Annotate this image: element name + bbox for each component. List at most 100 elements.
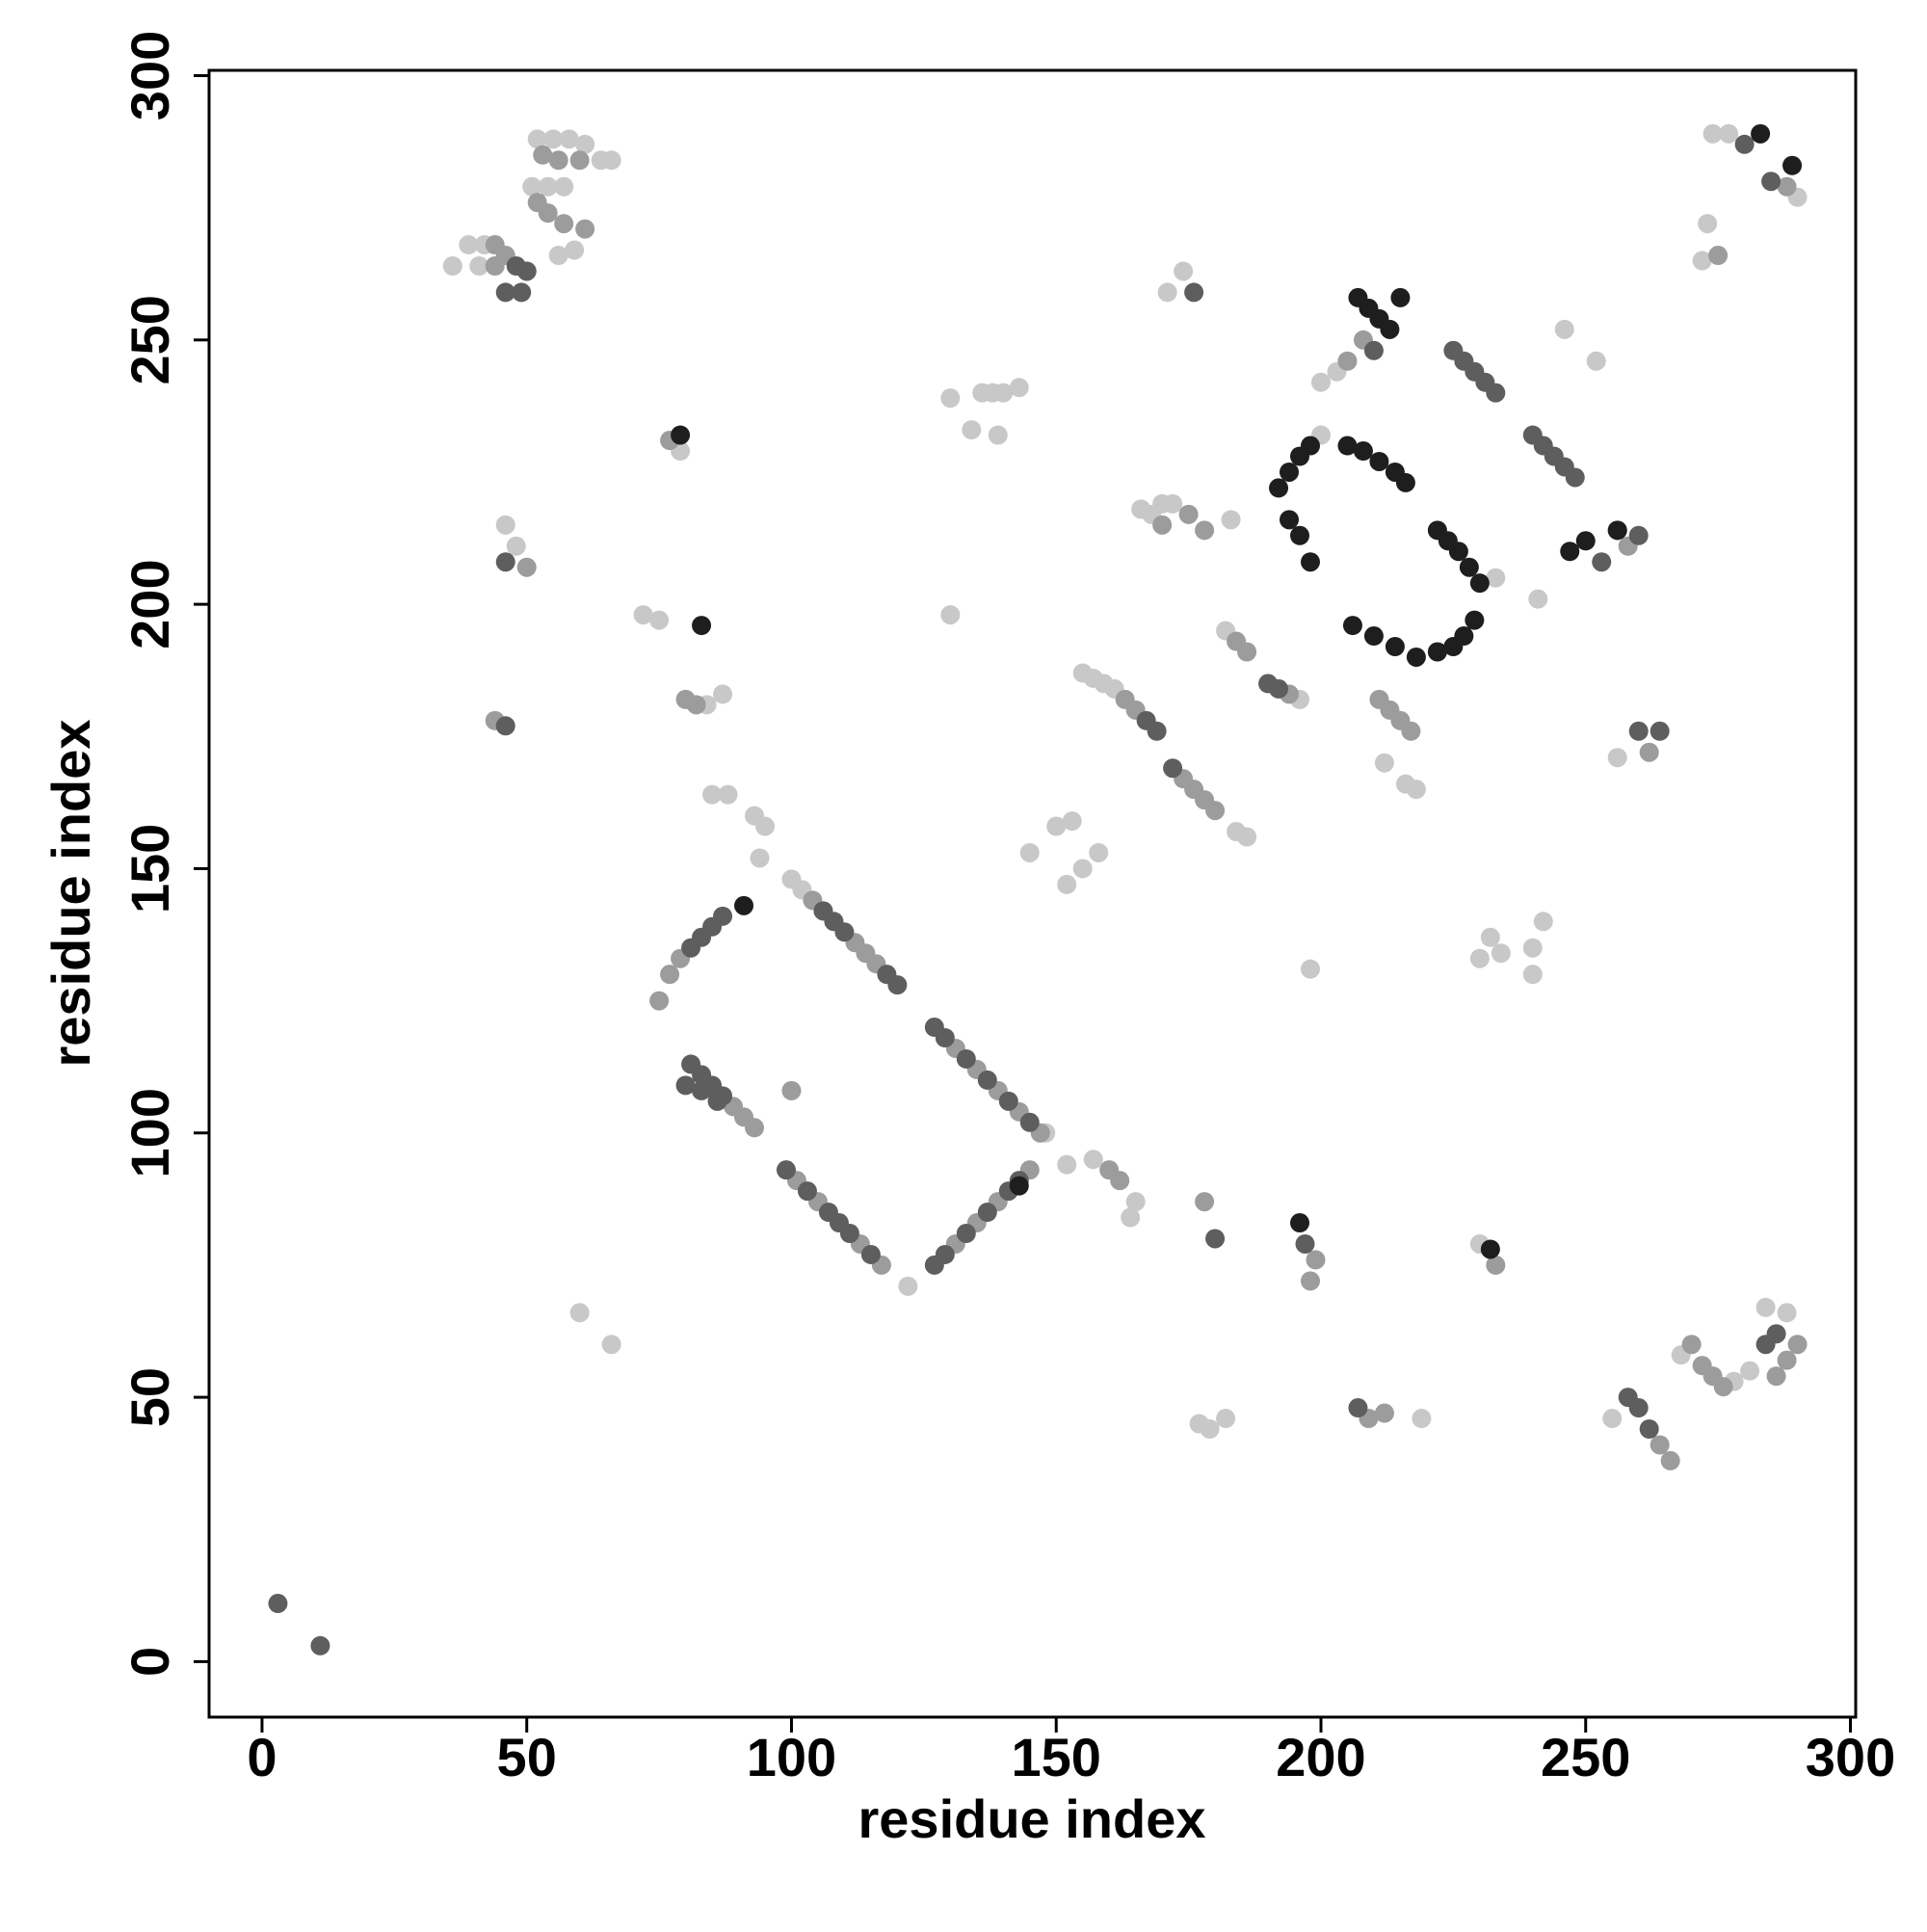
point [1448,542,1468,562]
point [1628,721,1649,741]
point [713,906,733,926]
y-tick-label: 300 [119,31,180,120]
y-tick-label: 250 [119,295,180,384]
point [1459,557,1479,577]
point [1628,525,1649,545]
point [1374,1403,1394,1423]
point [485,255,505,276]
point [1342,616,1362,636]
x-tick-label: 150 [1012,1727,1101,1787]
point [548,246,568,266]
point [797,1181,817,1202]
point [1660,1450,1680,1470]
point [575,219,595,239]
point [1174,261,1194,281]
x-tick-label: 0 [247,1727,277,1787]
point [1353,441,1373,462]
point [469,255,489,276]
point [1195,520,1215,541]
point [506,536,526,556]
point [1650,1435,1670,1455]
point [1782,155,1803,175]
point [1205,801,1226,821]
point [1734,134,1755,154]
point [569,150,590,171]
point [1406,647,1426,667]
point [310,1635,330,1655]
point [1269,478,1289,498]
point [750,848,770,868]
point [495,716,515,736]
point [702,784,723,805]
point [495,552,515,572]
point [1300,436,1320,456]
point [1554,319,1574,339]
point [506,255,526,276]
x-tick-label: 100 [747,1727,836,1787]
point [1406,780,1426,800]
point [1163,758,1183,779]
point [1152,515,1173,535]
point [745,1118,765,1138]
point [956,1048,976,1069]
point [988,425,1008,445]
point [575,134,595,154]
point [1491,943,1511,964]
point [1310,372,1331,392]
point [1560,542,1580,562]
point [1486,383,1506,403]
point [1607,748,1627,768]
point [1486,568,1506,588]
point [1692,251,1712,271]
point [660,965,680,985]
point [1300,552,1320,572]
point [935,1028,955,1048]
y-tick-label: 50 [119,1367,180,1427]
point [559,129,579,149]
point [940,388,961,409]
point [601,150,621,171]
point [671,425,691,445]
point [1147,721,1167,741]
point [776,1160,796,1180]
point [940,605,961,625]
point [860,1244,881,1264]
point [993,383,1014,403]
point [1057,1154,1077,1175]
point [1719,123,1739,144]
point [754,816,775,836]
point [1777,176,1797,197]
point [1486,1255,1506,1275]
point [692,616,712,636]
point [1290,525,1310,545]
y-tick-label: 0 [119,1647,180,1677]
y-tick-label: 100 [119,1088,180,1178]
point [1237,827,1257,847]
point [1755,1297,1776,1317]
x-tick-label: 50 [497,1727,557,1787]
point [1306,1250,1326,1270]
point [977,1203,997,1223]
point [1380,319,1400,339]
point [1337,436,1358,456]
point [1072,859,1093,879]
point [1200,1418,1220,1439]
point [268,1594,288,1614]
point [649,991,670,1011]
point [1019,842,1040,862]
point [1390,287,1411,307]
point [1337,351,1358,371]
point [459,235,479,255]
point [718,784,738,805]
point [1681,1335,1702,1355]
point [1363,340,1384,360]
point [565,240,585,260]
point [1125,1192,1146,1212]
point [1089,842,1109,862]
point [1280,462,1300,482]
point [1787,1335,1808,1355]
plot-frame [207,68,1858,1719]
point [538,203,558,224]
point [1062,811,1082,832]
